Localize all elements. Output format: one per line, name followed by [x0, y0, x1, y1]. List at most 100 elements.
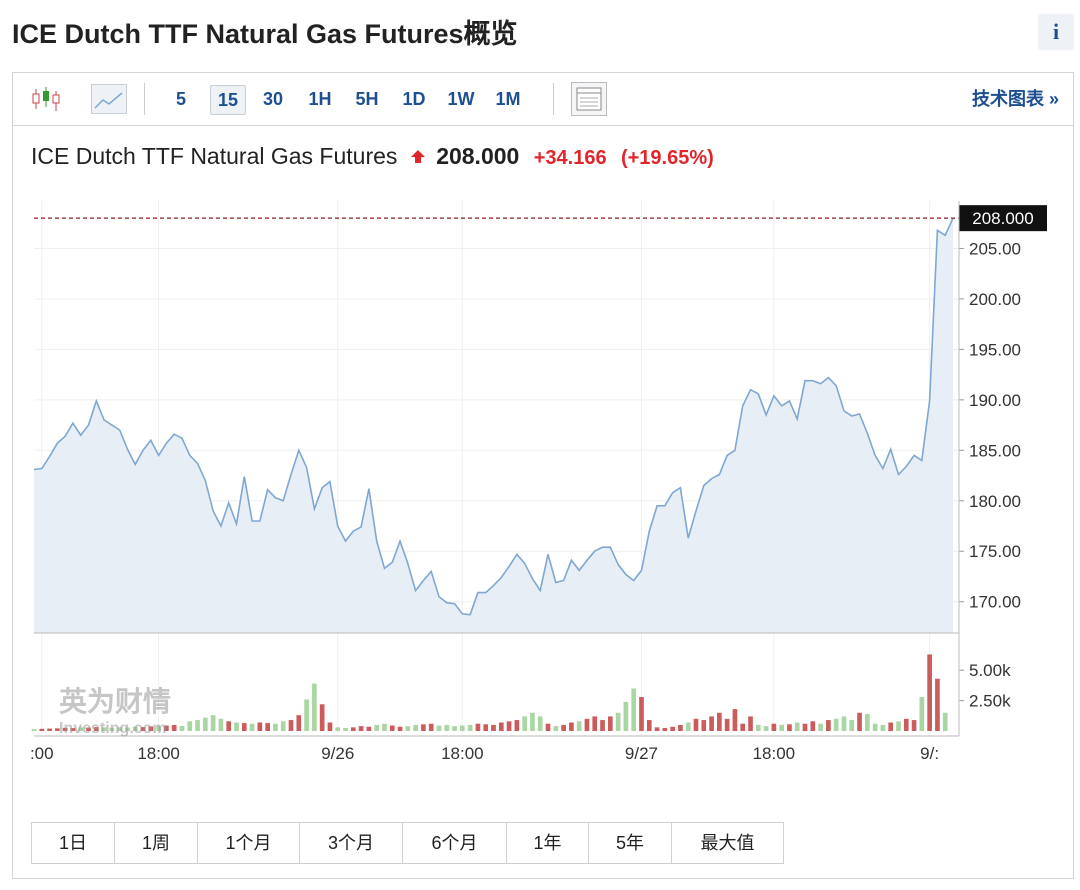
- volume-bar: [70, 728, 76, 731]
- volume-bar: [872, 723, 878, 731]
- interval-button[interactable]: 1M: [495, 89, 521, 109]
- interval-button[interactable]: 1D: [402, 89, 426, 109]
- volume-bar: [724, 718, 730, 731]
- candlestick-icon[interactable]: [31, 85, 61, 113]
- volume-bar: [358, 726, 364, 731]
- toolbar: 5 15 30 1H 5H 1D 1W 1M 技术图表 »: [13, 73, 1073, 126]
- last-price: 208.000: [436, 143, 520, 169]
- volume-bar: [241, 723, 247, 731]
- layout-icon[interactable]: [571, 82, 607, 116]
- range-button[interactable]: 1个月: [198, 823, 300, 863]
- y-tick-label: 170.00: [969, 593, 1021, 612]
- volume-bar: [397, 726, 403, 731]
- volume-bar: [639, 696, 644, 731]
- volume-bar: [280, 721, 286, 731]
- volume-bar: [382, 723, 387, 731]
- technical-chart-link[interactable]: 技术图表 »: [971, 89, 1059, 109]
- interval-button[interactable]: 1W: [447, 89, 475, 109]
- volume-bar: [452, 726, 457, 731]
- y-tick-label: 185.00: [969, 441, 1021, 460]
- interval-button[interactable]: 5: [175, 89, 186, 109]
- volume-bar: [156, 726, 161, 731]
- volume-bar: [203, 717, 208, 731]
- volume-bar: [748, 716, 753, 731]
- x-tick-label: 18:00: [137, 744, 180, 763]
- y-tick-label: 195.00: [969, 340, 1021, 359]
- instrument-name: ICE Dutch TTF Natural Gas Futures: [31, 143, 398, 169]
- volume-bar: [218, 718, 224, 731]
- volume-bar: [810, 721, 816, 731]
- volume-bar: [343, 727, 348, 731]
- volume-bar: [717, 712, 722, 731]
- volume-bar: [319, 704, 325, 731]
- range-button[interactable]: 1年: [507, 823, 589, 863]
- volume-bar: [498, 722, 504, 731]
- range-button[interactable]: 1日: [32, 823, 115, 863]
- volume-bar: [273, 723, 278, 731]
- volume-bar: [569, 722, 574, 731]
- info-button[interactable]: i: [1038, 14, 1074, 50]
- percent-change: (+19.65%): [620, 147, 714, 169]
- x-tick-label: 9/:: [920, 744, 939, 763]
- interval-button[interactable]: 30: [262, 89, 284, 109]
- volume-bar: [506, 721, 512, 731]
- quote-line: ICE Dutch TTF Natural Gas Futures 208.00…: [31, 143, 714, 170]
- volume-bar: [350, 727, 356, 731]
- volume-bar: [709, 716, 714, 731]
- volume-bar: [444, 724, 450, 731]
- volume-bar: [125, 727, 130, 731]
- interval-button[interactable]: 5H: [355, 89, 379, 109]
- volume-bar: [927, 654, 932, 731]
- x-tick-label: 18:00: [441, 744, 484, 763]
- separator: [144, 83, 145, 115]
- volume-bar: [646, 720, 652, 731]
- range-button[interactable]: 最大值: [700, 833, 755, 853]
- volume-bar: [460, 725, 465, 731]
- x-tick-label: 9/26: [321, 744, 354, 763]
- volume-bar: [654, 727, 660, 731]
- volume-bar: [530, 712, 535, 731]
- volume-bar: [919, 696, 925, 731]
- volume-bar: [880, 724, 886, 731]
- volume-bar: [31, 729, 37, 731]
- volume-bar: [693, 718, 699, 731]
- range-button[interactable]: 5年: [589, 823, 672, 863]
- volume-bar: [366, 726, 372, 731]
- volume-bar: [164, 725, 169, 731]
- range-selector: 1日 1周 1个月 3个月 6个月 1年 5年 最大值: [31, 822, 784, 864]
- area-icon[interactable]: [91, 84, 127, 114]
- volume-bar: [234, 722, 239, 731]
- x-tick-label: 9/27: [625, 744, 658, 763]
- volume-bar: [467, 724, 473, 731]
- volume-bar: [428, 723, 434, 731]
- volume-bar: [903, 718, 909, 731]
- volume-bar: [179, 725, 185, 731]
- volume-bar: [483, 724, 489, 731]
- volume-bar: [436, 725, 442, 731]
- chart-panel: :00 18:00 9/26 18:00 9/27 18:00 9/: 170.00 175.0…: [12, 72, 1074, 879]
- volume-bar: [678, 724, 683, 731]
- range-button[interactable]: 3个月: [300, 823, 403, 863]
- y-tick-label: 190.00: [969, 391, 1021, 410]
- interval-button[interactable]: 15: [210, 85, 246, 115]
- volume-bar: [312, 683, 317, 731]
- volume-bar: [623, 701, 629, 731]
- y-tick-label: 2.50k: [969, 692, 1011, 711]
- range-button[interactable]: 6个月: [403, 823, 507, 863]
- volume-bar: [592, 716, 598, 731]
- volume-bar: [755, 724, 761, 731]
- price-change: +34.166: [533, 147, 607, 169]
- volume-bar: [117, 727, 123, 731]
- interval-button[interactable]: 1H: [308, 89, 332, 109]
- page-title: ICE Dutch TTF Natural Gas Futures概览: [12, 19, 518, 49]
- volume-bar: [327, 722, 333, 731]
- volume-bar: [779, 724, 784, 731]
- volume-bar: [148, 726, 154, 731]
- y-tick-label: 205.00: [969, 239, 1021, 258]
- up-arrow: [410, 150, 425, 163]
- range-button[interactable]: 1周: [115, 823, 198, 863]
- volume-bar: [522, 716, 527, 731]
- volume-bar: [109, 727, 115, 731]
- volume-bar: [662, 727, 668, 731]
